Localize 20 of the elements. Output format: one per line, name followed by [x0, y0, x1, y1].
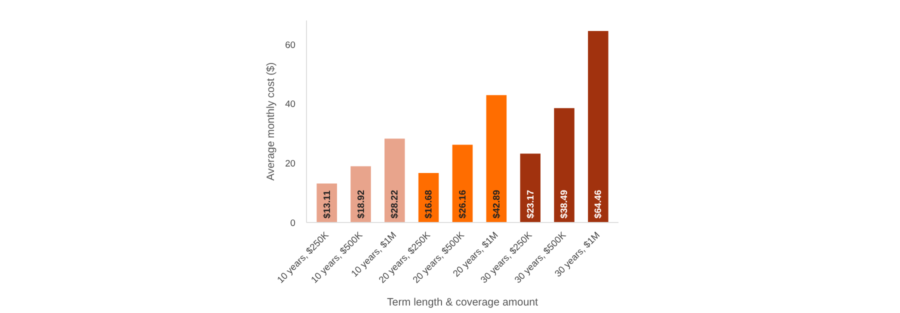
data-label: $18.92 [356, 190, 366, 218]
data-label: $23.17 [525, 190, 536, 218]
y-axis-title: Average monthly cost ($) [265, 62, 278, 181]
x-axis-title: Term length & coverage amount [386, 296, 538, 309]
y-tick-label: 20 [285, 158, 296, 169]
y-tick-label: 40 [285, 99, 296, 110]
bar [588, 31, 608, 222]
data-label: $38.49 [559, 190, 570, 218]
bar [486, 95, 507, 222]
data-label: $13.11 [322, 190, 332, 218]
data-label: $16.68 [424, 190, 434, 218]
bar [384, 138, 405, 222]
bar [554, 108, 574, 222]
bar [520, 154, 540, 222]
data-label: $64.46 [593, 190, 604, 218]
y-tick-label: 0 [290, 218, 296, 228]
y-tick-label: 60 [285, 40, 296, 50]
data-label: $26.16 [458, 190, 468, 218]
data-label: $28.22 [390, 190, 400, 218]
data-label: $42.89 [491, 190, 502, 218]
